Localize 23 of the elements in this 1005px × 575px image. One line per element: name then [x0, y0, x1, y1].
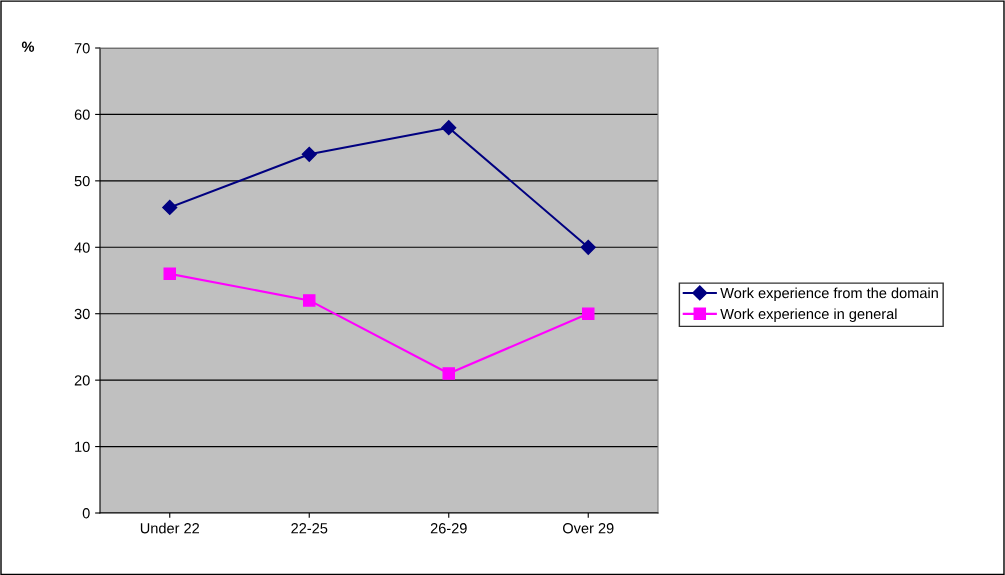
- y-tick-label: 0: [82, 508, 90, 519]
- x-tick-label: 22-25: [291, 523, 328, 534]
- y-axis-title: %: [21, 41, 35, 52]
- y-tick-label: 30: [74, 308, 90, 320]
- y-tick-label: 40: [74, 242, 90, 253]
- x-tick-label: 26-29: [430, 523, 467, 534]
- x-tick-label: Under 22: [140, 522, 200, 534]
- point: [581, 307, 595, 320]
- legend-label: Work experience from the domain: [720, 287, 938, 302]
- legend-label: Work experience in general: [720, 308, 897, 322]
- point: [301, 146, 317, 162]
- point: [580, 239, 596, 255]
- point: [302, 294, 316, 307]
- point: [442, 367, 456, 380]
- y-tick-label: 60: [74, 109, 90, 120]
- y-tick-label: 20: [74, 375, 90, 386]
- y-tick-label: 50: [74, 175, 90, 187]
- point: [441, 120, 457, 136]
- y-tick-label: 70: [74, 43, 90, 54]
- y-tick-label: 10: [75, 441, 90, 452]
- x-tick-label: Over 29: [563, 523, 614, 534]
- point: [162, 199, 178, 215]
- point: [163, 267, 177, 281]
